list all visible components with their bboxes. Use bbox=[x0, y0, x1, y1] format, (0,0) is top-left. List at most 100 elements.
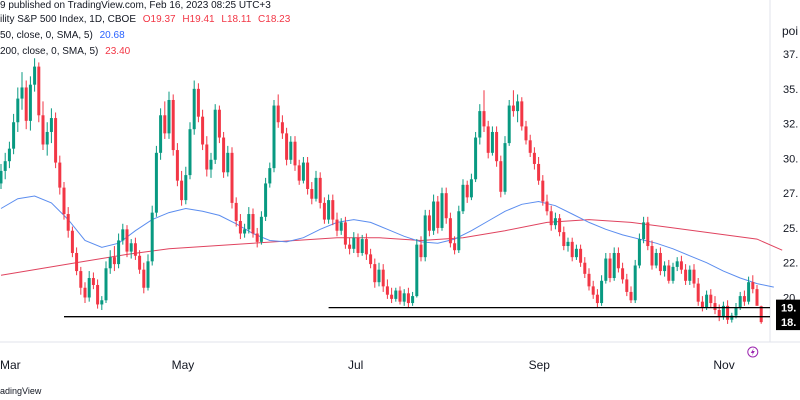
candle bbox=[705, 290, 709, 311]
candle bbox=[591, 280, 595, 299]
candle-body bbox=[369, 254, 373, 265]
candle bbox=[104, 261, 108, 304]
candle-body bbox=[171, 99, 175, 151]
candle-body bbox=[650, 246, 654, 266]
y-axis[interactable]: 20.22.25.27.30.32.35.37. bbox=[783, 49, 798, 304]
tradingview-credit[interactable]: adingView bbox=[0, 386, 42, 396]
candle-body bbox=[465, 184, 469, 198]
candle bbox=[125, 225, 129, 258]
candle-body bbox=[440, 193, 444, 228]
candle-body bbox=[625, 279, 629, 292]
candle-body bbox=[91, 278, 95, 285]
x-axis[interactable]: MarMayJulSepNov202313 bbox=[0, 358, 800, 372]
candle bbox=[12, 113, 16, 155]
candle-body bbox=[142, 269, 146, 288]
candle-body bbox=[234, 202, 238, 221]
x-tick-label: Sep bbox=[529, 358, 551, 372]
candle bbox=[364, 233, 368, 260]
candle bbox=[461, 179, 465, 215]
ma200-legend[interactable]: 200, close, 0, SMA, 5) 23.40 bbox=[0, 46, 130, 58]
candle bbox=[280, 115, 284, 139]
symbol-header[interactable]: ility S&P 500 Index, 1D, CBOE O19.37 H19… bbox=[0, 14, 290, 26]
candle bbox=[545, 194, 549, 216]
candle bbox=[532, 147, 536, 170]
candle-body bbox=[406, 293, 410, 304]
candle-body bbox=[427, 215, 431, 231]
candle bbox=[54, 112, 58, 169]
candle bbox=[318, 172, 322, 209]
candle bbox=[66, 207, 70, 238]
ma50-value: 20.68 bbox=[99, 30, 125, 41]
candle bbox=[579, 244, 583, 267]
candle bbox=[175, 143, 179, 187]
candle bbox=[448, 212, 452, 248]
candle bbox=[3, 152, 7, 180]
candle bbox=[465, 180, 469, 203]
candle bbox=[79, 266, 83, 295]
candle bbox=[688, 265, 692, 285]
candle bbox=[621, 262, 625, 284]
candle bbox=[154, 145, 158, 217]
candle-body bbox=[457, 211, 461, 251]
candle bbox=[276, 94, 280, 128]
x-tick-label: Mar bbox=[0, 358, 21, 372]
candle bbox=[528, 134, 532, 158]
candle bbox=[549, 205, 553, 231]
candle bbox=[381, 264, 385, 292]
candle bbox=[96, 279, 100, 309]
candle bbox=[469, 173, 473, 201]
candle bbox=[486, 120, 490, 159]
candle-body bbox=[717, 310, 721, 317]
candle bbox=[259, 211, 263, 245]
candle-body bbox=[667, 265, 671, 281]
candle bbox=[108, 250, 112, 274]
y-tick-label: 27. bbox=[783, 188, 798, 200]
candle-body bbox=[461, 184, 465, 212]
candle-body bbox=[100, 300, 104, 305]
candle bbox=[419, 236, 423, 262]
candle-body bbox=[301, 162, 305, 181]
event-marker-icon bbox=[747, 346, 759, 358]
ma50-legend[interactable]: 50, close, 0, SMA, 5) 20.68 bbox=[0, 30, 125, 42]
candle bbox=[297, 159, 301, 185]
candle-body bbox=[49, 118, 53, 132]
candle bbox=[7, 141, 11, 169]
candle-body bbox=[243, 229, 247, 234]
candle-body bbox=[444, 193, 448, 219]
candle bbox=[394, 287, 398, 302]
candle bbox=[642, 216, 646, 244]
candle bbox=[322, 197, 326, 224]
candle bbox=[633, 259, 637, 304]
candle-body bbox=[507, 105, 511, 144]
candle bbox=[415, 239, 419, 298]
candle bbox=[587, 268, 591, 291]
candle-body bbox=[348, 244, 352, 249]
candle bbox=[264, 177, 268, 221]
candle bbox=[608, 252, 612, 283]
candle-body bbox=[213, 109, 217, 160]
candle bbox=[373, 258, 377, 288]
candle-body bbox=[423, 215, 427, 258]
candle bbox=[150, 205, 154, 266]
x-tick-label: Jul bbox=[348, 358, 363, 372]
candle bbox=[167, 91, 171, 139]
candle bbox=[360, 234, 364, 256]
candle-body bbox=[436, 201, 440, 228]
candle bbox=[566, 237, 570, 252]
candle-body bbox=[117, 240, 121, 265]
candle bbox=[285, 127, 289, 166]
price-tag-label: 18. bbox=[781, 317, 796, 329]
candle bbox=[217, 105, 221, 144]
candle-body bbox=[545, 201, 549, 212]
y-axis-title: poi bbox=[781, 24, 798, 38]
candle bbox=[213, 104, 217, 164]
candle bbox=[759, 305, 763, 324]
candle-body bbox=[196, 88, 200, 117]
candle bbox=[524, 120, 528, 145]
candle bbox=[339, 218, 343, 235]
candle bbox=[516, 94, 520, 123]
event-markers bbox=[747, 346, 759, 358]
candle-body bbox=[205, 144, 209, 170]
candle bbox=[75, 247, 79, 276]
